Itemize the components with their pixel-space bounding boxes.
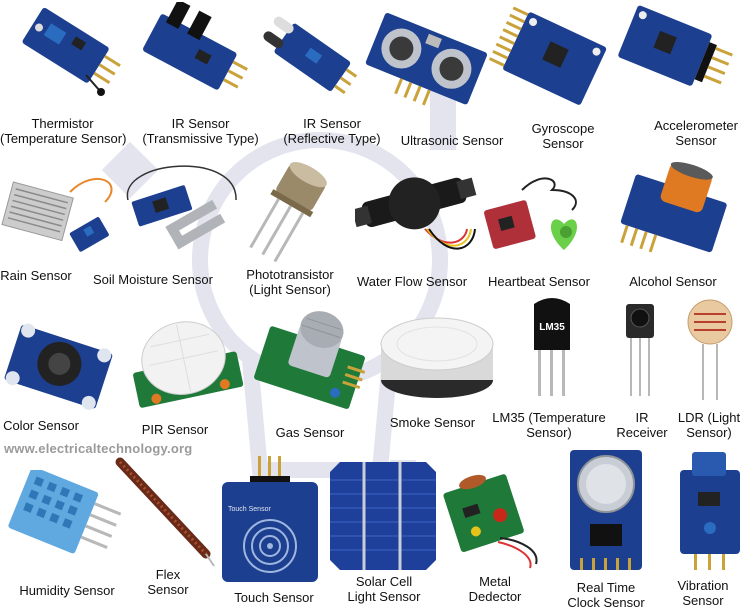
sensor-label-line: Sensor) [526, 425, 572, 440]
sensor-label-line: Phototransistor [246, 267, 334, 282]
sensor-label-line: PIR Sensor [141, 422, 209, 437]
sensor-label-line: IR [635, 410, 649, 425]
metal-detector-icon [443, 474, 538, 569]
sensor-label-line: Sensor [675, 133, 717, 148]
ir-receiver-icon [626, 304, 654, 396]
gyroscope-icon [488, 6, 607, 105]
sensor-label-line: LM35 (Temperature [492, 410, 606, 425]
sensor-label-line: (Light Sensor) [249, 282, 331, 297]
heartbeat-icon [484, 177, 578, 250]
sensor-label-line: Solar Cell [355, 574, 413, 589]
sensor-label-line: Metal [479, 574, 511, 589]
alcohol-icon [620, 161, 727, 253]
ldr-icon [687, 299, 733, 400]
sensor-label-line: Sensor [682, 593, 724, 608]
sensor-label-line: Sensor) [686, 425, 732, 440]
sensor-label-line: Vibration [677, 578, 729, 593]
smoke-sensor-icon [380, 317, 494, 398]
sensor-label-line: Rain Sensor [0, 268, 72, 283]
solar-cell-icon [330, 462, 436, 570]
ultrasonic-icon [365, 13, 487, 106]
sensor-label-line: Smoke Sensor [389, 415, 476, 430]
sensor-label-line: (Reflective Type) [283, 131, 381, 146]
rain-icon [1, 177, 113, 252]
sensor-label-line: (Temperature Sensor) [0, 131, 127, 146]
pir-icon [133, 321, 244, 408]
sensor-label-line: Clock Sensor [567, 595, 645, 610]
sensor-label-line: Receiver [616, 425, 668, 440]
rtc-icon [570, 450, 642, 570]
sensor-label-line: Soil Moisture Sensor [93, 272, 213, 287]
ir-transmissive-icon [142, 2, 248, 90]
thermistor-icon [22, 7, 121, 96]
flex-sensor-icon [115, 457, 215, 567]
ir-reflective-icon [263, 16, 358, 95]
gas-sensor-icon [254, 311, 366, 409]
sensor-label-line: Heartbeat Sensor [488, 274, 590, 289]
water-flow-icon [355, 177, 477, 250]
phototransistor-icon [249, 162, 327, 263]
sensor-label-line: Water Flow Sensor [356, 274, 468, 289]
humidity-icon [8, 470, 122, 554]
sensor-label-line: (Transmissive Type) [142, 131, 259, 146]
sensor-label-line: Humidity Sensor [19, 583, 115, 598]
lm35-chip-label: LM35 [539, 322, 565, 333]
sensor-label-line: Gas Sensor [275, 425, 345, 440]
sensor-label-line: Dedector [468, 589, 522, 604]
lm35-icon [534, 298, 570, 396]
sensor-label-line: Ultrasonic Sensor [400, 133, 504, 148]
sensor-label-line: Color Sensor [3, 418, 79, 433]
sensor-label-line: Thermistor [31, 116, 94, 131]
sensor-label-line: Touch Sensor [234, 590, 314, 605]
sensor-label-line: Flex [155, 567, 181, 582]
sensor-label-line: IR Sensor [303, 116, 361, 131]
touch-board-label: Touch Sensor [228, 506, 271, 513]
sensor-label-line: LDR (Light [677, 410, 741, 425]
vibration-icon [680, 452, 740, 570]
sensor-label-line: Light Sensor [347, 589, 421, 604]
sensor-label-line: Gyroscope [531, 121, 595, 136]
sensor-label-line: Accelerometer [654, 118, 738, 133]
watermark-text: www.electricaltechnology.org [4, 441, 193, 456]
sensor-label-line: Real Time [576, 580, 636, 595]
sensor-label-line: IR Sensor [171, 116, 230, 131]
sensor-label-line: Alcohol Sensor [629, 274, 717, 289]
touch-sensor-icon [222, 456, 318, 582]
sensor-label-line: Sensor [147, 582, 189, 597]
soil-moisture-icon [126, 165, 237, 250]
color-sensor-icon [4, 323, 113, 410]
accelerometer-icon [618, 5, 733, 86]
sensor-label-line: Sensor [542, 136, 584, 151]
